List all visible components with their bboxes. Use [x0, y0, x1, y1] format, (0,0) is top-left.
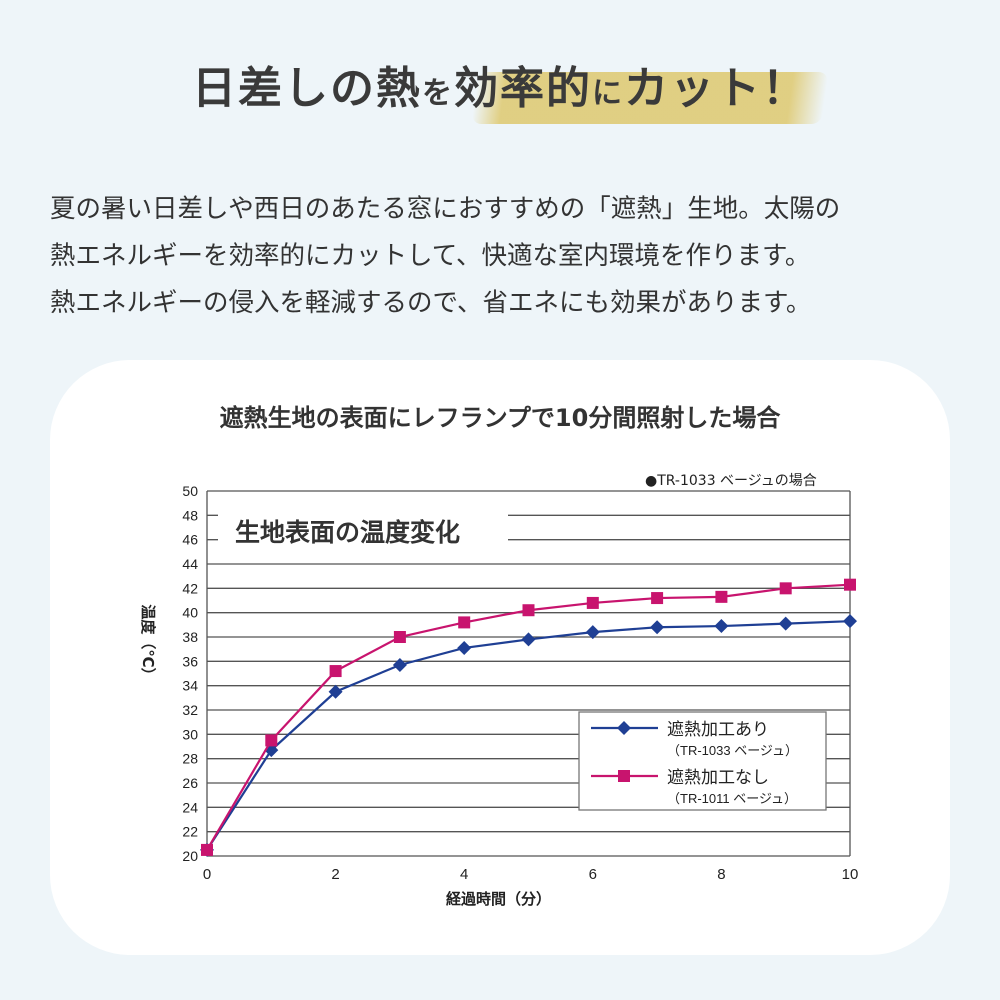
data-point: [715, 590, 728, 603]
data-point: [329, 665, 342, 678]
data-point: [844, 578, 856, 591]
legend-label: 遮熱加工なし: [667, 768, 769, 787]
data-point: [585, 625, 600, 640]
x-tick-label: 6: [589, 866, 597, 883]
y-tick-label: 34: [182, 678, 198, 694]
data-point: [778, 616, 793, 631]
headline-part: カット！: [624, 63, 808, 114]
data-point: [651, 592, 664, 605]
intro-line: 熱エネルギーを効率的にカットして、快適な室内環境を作ります。: [50, 241, 811, 271]
x-tick-label: 10: [842, 866, 859, 883]
data-point: [458, 616, 471, 629]
headline: 日差しの熱を効率的にカット！: [0, 52, 1000, 116]
y-tick-label: 44: [182, 556, 198, 572]
x-tick-label: 0: [203, 866, 211, 883]
y-tick-label: 26: [182, 775, 198, 791]
y-tick-label: 50: [182, 483, 198, 499]
y-tick-label: 40: [182, 605, 198, 621]
y-tick-label: 38: [182, 629, 198, 645]
data-point: [201, 843, 213, 856]
y-tick-label: 32: [182, 702, 198, 718]
headline-part: 日差しの熱: [192, 63, 422, 114]
y-tick-label: 20: [182, 848, 198, 864]
y-axis-label: 温度（℃）: [139, 604, 157, 682]
headline-part: を: [422, 76, 454, 111]
headline-part: に: [592, 76, 624, 111]
legend-label: 遮熱加工あり: [667, 720, 769, 739]
data-point: [522, 604, 535, 617]
y-tick-label: 28: [182, 751, 198, 767]
data-point: [328, 684, 343, 699]
data-point: [393, 631, 406, 643]
legend-marker: [618, 770, 630, 782]
x-tick-label: 8: [717, 866, 725, 883]
data-point: [265, 734, 278, 747]
intro-line: 熱エネルギーの侵入を軽減するので、省エネにも効果があります。: [50, 288, 812, 318]
chart-title: 生地表面の温度変化: [235, 518, 460, 547]
y-tick-label: 22: [182, 824, 198, 840]
y-tick-label: 42: [182, 580, 198, 596]
y-tick-label: 24: [182, 799, 198, 815]
data-point: [457, 640, 472, 655]
data-point: [521, 632, 536, 647]
x-tick-label: 4: [460, 866, 468, 883]
y-tick-label: 30: [182, 726, 198, 742]
chart-title-bg: [218, 505, 508, 557]
data-point: [779, 582, 792, 595]
x-axis-label: 経過時間（分）: [446, 890, 551, 908]
legend-marker: [617, 721, 631, 735]
data-point: [392, 657, 407, 672]
y-tick-label: 46: [182, 532, 198, 548]
data-point: [843, 614, 857, 629]
data-point: [586, 596, 599, 609]
intro-line: 夏の暑い日差しや西日のあたる窓におすすめの「遮熱」生地。太陽の: [50, 194, 841, 224]
data-point: [714, 619, 729, 634]
headline-part: 効率的: [454, 63, 592, 114]
legend-sublabel: （TR-1033 ベージュ）: [667, 743, 798, 758]
y-tick-label: 36: [182, 653, 198, 669]
intro-text: 夏の暑い日差しや西日のあたる窓におすすめの「遮熱」生地。太陽の 熱エネルギーを効…: [50, 186, 970, 327]
card-title: 遮熱生地の表面にレフランプで10分間照射した場合: [219, 404, 781, 432]
legend-sublabel: （TR-1011 ベージュ）: [667, 791, 797, 806]
y-tick-label: 48: [182, 507, 198, 523]
x-tick-label: 2: [331, 866, 339, 883]
sample-note: ●TR-1033 ベージュの場合: [645, 473, 817, 489]
data-point: [650, 620, 665, 635]
